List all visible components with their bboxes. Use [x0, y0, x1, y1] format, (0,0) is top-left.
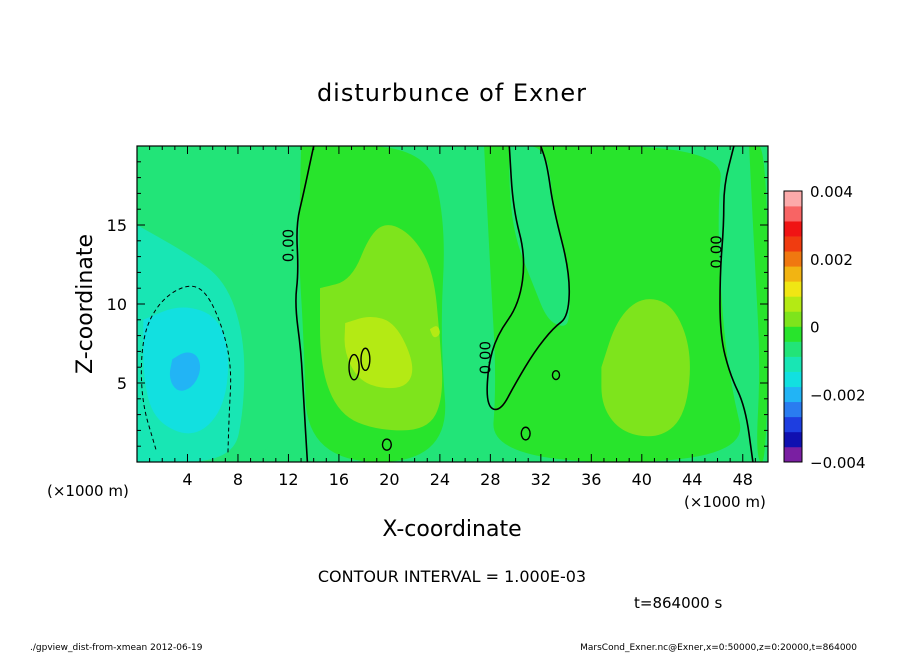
x-tick-label: 24: [430, 470, 450, 489]
contour-loop-1: [348, 353, 360, 381]
x-unit-left: (×1000 m): [47, 482, 129, 500]
colorbar-swatch: [784, 191, 802, 207]
region-positive-2: [601, 299, 690, 437]
plot-area: [137, 146, 768, 462]
footer-right: MarsCond_Exner.nc@Exner,x=0:50000,z=0:20…: [580, 643, 857, 653]
contour-lines: [140, 146, 754, 462]
colorbar-swatch: [784, 416, 802, 433]
colorbar-swatch: [784, 341, 802, 357]
colorbar-ticks: 0.004 0.002 0 −0.002 −0.004: [810, 183, 866, 472]
colorbar-tick-label: 0: [810, 319, 820, 337]
contour-zero-3: [719, 146, 754, 462]
colorbar-swatch: [784, 266, 802, 282]
colorbar-tick-label: −0.004: [810, 454, 866, 472]
contour-label-1: 0.00: [280, 229, 298, 262]
colorbar-swatch: [784, 371, 802, 388]
contour-label-3: 0.00: [707, 235, 725, 268]
x-tick-label: 16: [329, 470, 349, 489]
region-positive-core: [344, 317, 413, 389]
colorbar-swatch: [784, 356, 802, 372]
footer-left: ./gpview_dist-from-xmean 2012-06-19: [30, 643, 203, 653]
contour-loop-4: [520, 426, 531, 441]
colorbar-swatch: [784, 446, 802, 463]
x-tick-label: 28: [480, 470, 500, 489]
colorbar-swatch: [784, 221, 802, 237]
x-tick-label: 8: [233, 470, 243, 489]
x-tick-label: 36: [581, 470, 601, 489]
contour-interval-text: CONTOUR INTERVAL = 1.000E-03: [318, 567, 586, 586]
colorbar-swatch: [784, 206, 802, 222]
contour-loop-2: [360, 347, 371, 372]
region-positive-small: [429, 326, 440, 338]
x-tick-label: 4: [182, 470, 192, 489]
contour-label-2: 0.00: [476, 341, 494, 374]
colorbar: [783, 190, 803, 463]
colorbar-tick-label: 0.002: [810, 251, 853, 269]
y-tick-label: 15: [107, 216, 127, 235]
shaded-regions: [137, 146, 768, 462]
x-axis-label: X-coordinate: [382, 517, 521, 542]
x-tick-label: 44: [682, 470, 702, 489]
x-tick-label: 20: [379, 470, 399, 489]
colorbar-swatch: [784, 236, 802, 252]
x-axis: 4 8 12 16 20 24 28 32 36 40 44 48: [149, 146, 756, 489]
colorbar-frame: [783, 190, 803, 463]
x-tick-label: 12: [278, 470, 298, 489]
x-tick-label: 48: [733, 470, 753, 489]
contour-zero-1: [295, 146, 315, 462]
colorbar-swatch: [784, 281, 802, 297]
y-axis-label: Z-coordinate: [73, 234, 98, 374]
colorbar-tick-label: 0.004: [810, 183, 853, 201]
x-tick-label: 40: [632, 470, 652, 489]
contour-loop-5: [551, 369, 561, 381]
chart-title: disturbunce of Exner: [317, 79, 587, 107]
y-tick-label: 5: [117, 374, 127, 393]
colorbar-swatch: [784, 401, 802, 418]
colorbar-swatch: [784, 326, 802, 342]
colorbar-swatch: [784, 386, 802, 403]
contour-labels: 0.00 0.00 0.00: [280, 229, 726, 375]
region-left-core: [169, 352, 201, 391]
y-tick-label: 10: [107, 295, 127, 314]
x-tick-label: 32: [531, 470, 551, 489]
region-negative-strip: [509, 146, 570, 326]
colorbar-tick-label: −0.002: [810, 386, 866, 404]
y-axis: 5 10 15: [107, 161, 768, 447]
contour-zero-2: [486, 146, 571, 411]
contour-negative-dashed: [140, 285, 232, 455]
contour-loop-3: [381, 438, 392, 451]
colorbar-swatch: [784, 431, 802, 448]
colorbar-swatch: [784, 251, 802, 267]
x-unit-right: (×1000 m): [684, 493, 766, 511]
colorbar-swatch: [784, 296, 802, 312]
time-text: t=864000 s: [634, 594, 722, 612]
colorbar-swatch: [784, 311, 802, 327]
